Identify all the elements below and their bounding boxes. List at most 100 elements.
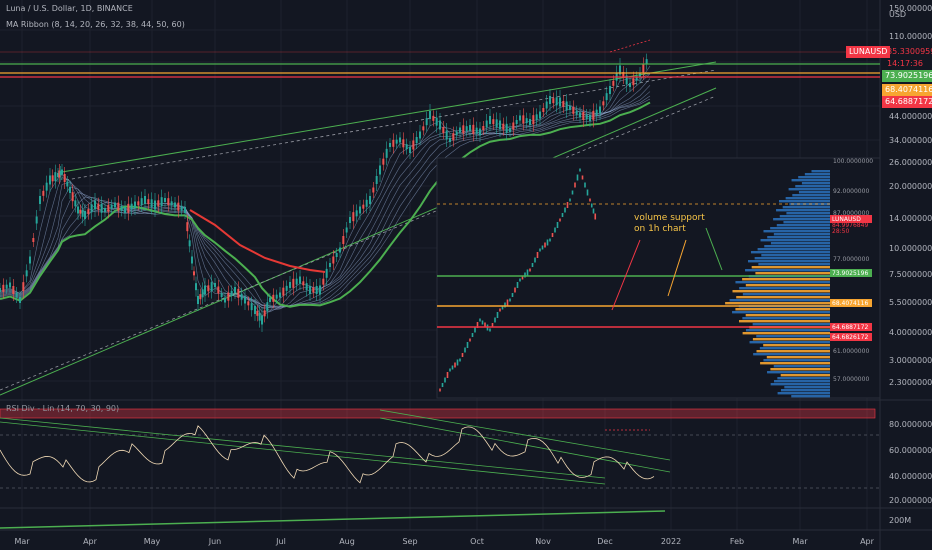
candle-body (188, 240, 191, 247)
candle-body (499, 120, 501, 130)
inset-candle (544, 242, 546, 248)
inset-candle (576, 174, 579, 181)
candle-body (475, 127, 478, 134)
inset-candle (444, 377, 446, 383)
vp-bar (776, 224, 830, 227)
candle-body (609, 86, 611, 94)
inset-tick: 57.0000000 (833, 376, 869, 383)
candle-body (309, 286, 311, 294)
y-tick-label: 14.0000000 (889, 214, 932, 223)
arrow-red (611, 239, 641, 311)
candle-body (519, 115, 521, 121)
inset-badge-text: 28:50 (832, 228, 849, 235)
candle-body (256, 310, 259, 316)
candle-body (94, 200, 96, 210)
inset-badge-text: 73.9025196 (832, 270, 868, 277)
candle-body (629, 83, 631, 87)
y-tick-label: 3.0000000 (889, 356, 932, 365)
vp-bar (788, 188, 830, 191)
vp-bar (761, 254, 830, 257)
y-tick-label: 110.0000000 (889, 32, 932, 41)
candle-body (299, 276, 301, 284)
candle-body (345, 227, 348, 233)
candle-body (349, 217, 351, 223)
candle-body (549, 96, 551, 104)
candle-body (210, 282, 213, 292)
x-tick-label: Oct (470, 537, 484, 546)
candle-body (42, 190, 45, 196)
vp-bar (770, 368, 830, 371)
inset-candle (521, 275, 524, 280)
candle-body (515, 120, 518, 124)
candle-body (147, 199, 150, 205)
candle-body (204, 285, 206, 295)
inset-tick: 61.0000000 (833, 348, 869, 355)
candle-body (359, 206, 361, 214)
inset-candle (461, 353, 464, 357)
inset-candle (466, 342, 469, 348)
vp-bar (752, 338, 830, 341)
candle-body (395, 139, 398, 144)
candle-body (66, 181, 69, 187)
candle-body (382, 158, 385, 165)
inset-candle (566, 202, 569, 208)
candle-body (369, 196, 371, 204)
candle-body (285, 285, 288, 291)
candle-body (495, 119, 498, 128)
candle-body (439, 120, 441, 130)
candle-body (97, 203, 100, 210)
vp-bar (754, 257, 830, 260)
x-tick-label: Apr (860, 537, 875, 546)
candle-body (335, 253, 338, 257)
candle-body (542, 108, 545, 112)
candle-body (150, 199, 153, 208)
inset-candle (581, 175, 584, 180)
candle-body (379, 165, 381, 175)
candle-body (127, 203, 130, 213)
y-tick-label: 4.0000000 (889, 328, 932, 337)
candle-body (409, 147, 411, 153)
candle-body (602, 101, 605, 106)
rsi-tick-label: 60.0000000 (889, 446, 932, 455)
inset-candle (506, 299, 509, 306)
y-tick-label: 150.0000000 (889, 4, 932, 13)
inset-candle (524, 272, 526, 278)
inset-badge-text: 84.9976849 (832, 222, 868, 229)
vp-bar (732, 311, 830, 314)
inset-candle (469, 338, 471, 342)
vp-bar (751, 266, 830, 269)
candle-body (227, 292, 230, 301)
vp-bar (774, 380, 830, 383)
price-badge: 14:17:36 (887, 59, 923, 68)
vp-bar (783, 221, 830, 224)
candle-body (332, 256, 335, 264)
candle-body (302, 281, 305, 286)
vp-bar (773, 233, 830, 236)
candle-body (479, 128, 481, 136)
inset-candle (519, 278, 521, 282)
vp-bar (735, 281, 830, 284)
candle-body (355, 210, 358, 217)
inset-badge (830, 299, 872, 307)
candle-body (217, 286, 220, 294)
y-tick-label: USD (889, 10, 907, 19)
candle-body (114, 202, 116, 208)
candle-body (535, 114, 538, 121)
candle-body (144, 196, 146, 204)
channel-lower (0, 87, 717, 396)
candle-body (25, 270, 28, 277)
candle-body (592, 110, 595, 120)
candle-body (429, 111, 431, 119)
inset-candle (481, 320, 484, 325)
vp-bar (736, 296, 830, 299)
candle-body (352, 212, 355, 222)
vp-bar (729, 299, 830, 302)
candle-body (254, 306, 256, 314)
candle-body (244, 296, 246, 304)
inset-candle (574, 182, 576, 188)
vp-bar (763, 359, 830, 362)
vp-bar (779, 200, 830, 203)
candle-body (0, 288, 1, 292)
candle-body (619, 65, 621, 75)
